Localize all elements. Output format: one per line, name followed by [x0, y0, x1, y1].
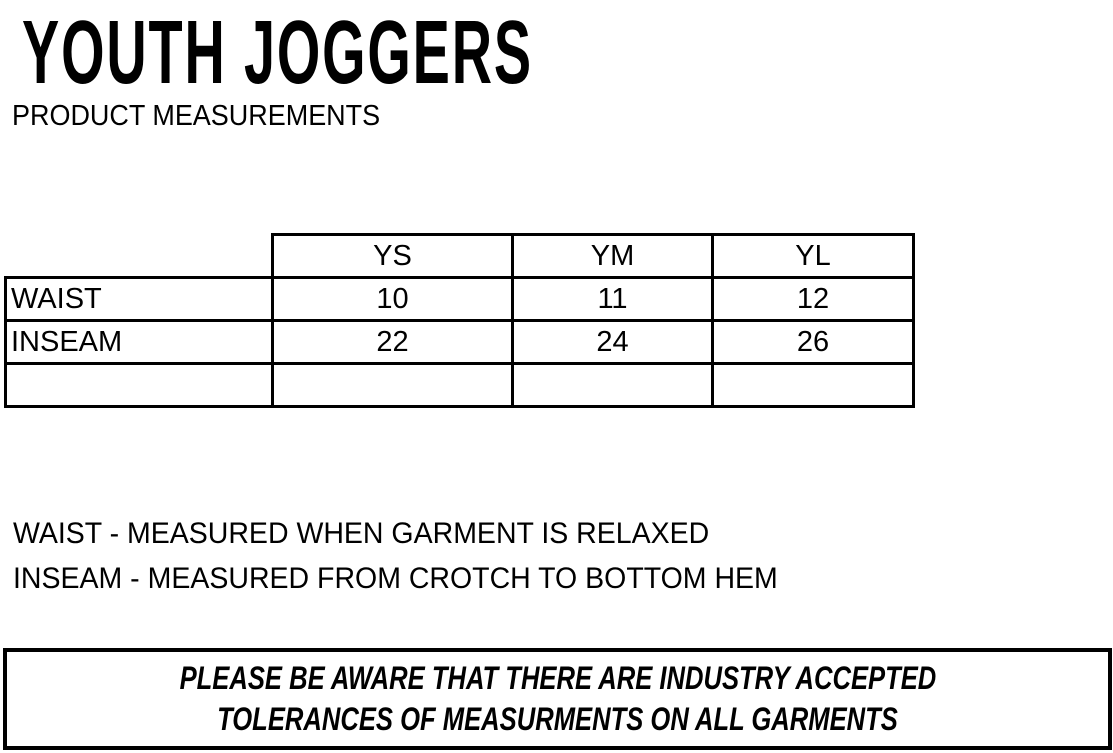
table-row	[4, 362, 915, 408]
row-label: WAIST	[4, 276, 274, 322]
header-blank-cell	[5, 234, 274, 279]
waist-note: WAIST - MEASURED WHEN GARMENT IS RELAXED	[13, 517, 710, 550]
page-title: YOUTH JOGGERS	[22, 3, 533, 103]
header-ym: YM	[511, 233, 714, 279]
cell: 12	[711, 276, 915, 322]
table-row: INSEAM 22 24 26	[4, 319, 915, 365]
table-row: WAIST 10 11 12	[4, 276, 915, 322]
cell: 22	[271, 319, 514, 365]
cell: 26	[711, 319, 915, 365]
cell	[511, 362, 714, 408]
row-label	[4, 362, 274, 408]
disclaimer-line: PLEASE BE AWARE THAT THERE ARE INDUSTRY …	[179, 660, 936, 696]
table-header-row: YS YM YL	[5, 233, 915, 279]
cell: 10	[271, 276, 514, 322]
row-label: INSEAM	[4, 319, 274, 365]
cell	[271, 362, 514, 408]
disclaimer-box: PLEASE BE AWARE THAT THERE ARE INDUSTRY …	[3, 648, 1112, 750]
cell	[711, 362, 915, 408]
page-subtitle: PRODUCT MEASUREMENTS	[12, 100, 381, 132]
disclaimer-line: TOLERANCES OF MEASURMENTS ON ALL GARMENT…	[217, 701, 898, 737]
header-ys: YS	[271, 233, 514, 279]
header-yl: YL	[711, 233, 915, 279]
cell: 11	[511, 276, 714, 322]
cell: 24	[511, 319, 714, 365]
measurement-table: YS YM YL WAIST 10 11 12 INSEAM 22 24 26	[4, 233, 915, 408]
inseam-note: INSEAM - MEASURED FROM CROTCH TO BOTTOM …	[13, 562, 778, 595]
